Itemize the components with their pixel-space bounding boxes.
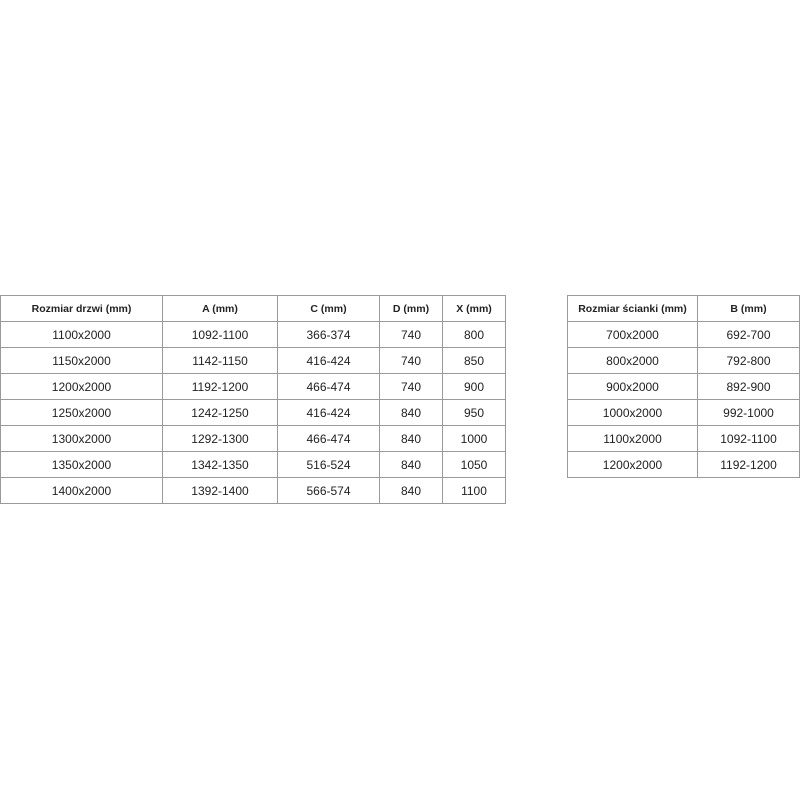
table-cell: 700x2000: [567, 321, 698, 348]
table-row: 1300x2000 1292-1300 466-474 840 1000: [0, 425, 506, 452]
column-header: C (mm): [277, 295, 380, 322]
table-cell: 892-900: [697, 373, 800, 400]
table-cell: 466-474: [277, 425, 380, 452]
table-cell: 740: [379, 321, 443, 348]
header-row: Rozmiar ścianki (mm) B (mm): [567, 295, 800, 322]
table-row: 1000x2000 992-1000: [567, 399, 800, 426]
table-cell: 840: [379, 451, 443, 478]
table-row: 1200x2000 1192-1200 466-474 740 900: [0, 373, 506, 400]
table-cell: 566-574: [277, 477, 380, 504]
table-cell: 840: [379, 399, 443, 426]
table-cell: 950: [442, 399, 506, 426]
table-cell: 1192-1200: [697, 451, 800, 478]
column-header: X (mm): [442, 295, 506, 322]
table-cell: 800: [442, 321, 506, 348]
column-header: A (mm): [162, 295, 278, 322]
header-row: Rozmiar drzwi (mm) A (mm) C (mm) D (mm) X (m…: [0, 295, 506, 322]
table-cell: 792-800: [697, 347, 800, 374]
column-header: Rozmiar drzwi (mm): [0, 295, 163, 322]
table-cell: 1000: [442, 425, 506, 452]
table-cell: 1350x2000: [0, 451, 163, 478]
table-cell: 1150x2000: [0, 347, 163, 374]
table-row: 1100x2000 1092-1100 366-374 740 800: [0, 321, 506, 348]
table-cell: 1100x2000: [0, 321, 163, 348]
table-cell: 1142-1150: [162, 347, 278, 374]
column-header: B (mm): [697, 295, 800, 322]
table-cell: 516-524: [277, 451, 380, 478]
table-cell: 1200x2000: [567, 451, 698, 478]
table-row: 1200x2000 1192-1200: [567, 451, 800, 478]
table-cell: 1292-1300: [162, 425, 278, 452]
table-cell: 1000x2000: [567, 399, 698, 426]
table-cell: 1392-1400: [162, 477, 278, 504]
table-cell: 840: [379, 425, 443, 452]
table-cell: 466-474: [277, 373, 380, 400]
table-row: 1400x2000 1392-1400 566-574 840 1100: [0, 477, 506, 504]
table-cell: 1200x2000: [0, 373, 163, 400]
table-cell: 1192-1200: [162, 373, 278, 400]
table-cell: 740: [379, 373, 443, 400]
table-cell: 900x2000: [567, 373, 698, 400]
table-cell: 1100: [442, 477, 506, 504]
table-row: 1100x2000 1092-1100: [567, 425, 800, 452]
table-cell: 1092-1100: [162, 321, 278, 348]
door-size-table: Rozmiar drzwi (mm) A (mm) C (mm) D (mm) X (m…: [0, 295, 506, 504]
table-row: 900x2000 892-900: [567, 373, 800, 400]
table-row: 700x2000 692-700: [567, 321, 800, 348]
table-cell: 740: [379, 347, 443, 374]
table-cell: 1050: [442, 451, 506, 478]
table-row: 1150x2000 1142-1150 416-424 740 850: [0, 347, 506, 374]
table-cell: 1092-1100: [697, 425, 800, 452]
table-cell: 416-424: [277, 399, 380, 426]
table-row: 800x2000 792-800: [567, 347, 800, 374]
table-row: 1250x2000 1242-1250 416-424 840 950: [0, 399, 506, 426]
table-cell: 1100x2000: [567, 425, 698, 452]
table-cell: 1242-1250: [162, 399, 278, 426]
table-cell: 366-374: [277, 321, 380, 348]
table-cell: 1250x2000: [0, 399, 163, 426]
table-cell: 800x2000: [567, 347, 698, 374]
table-cell: 850: [442, 347, 506, 374]
table-row: 1350x2000 1342-1350 516-524 840 1050: [0, 451, 506, 478]
table-cell: 900: [442, 373, 506, 400]
wall-size-table: Rozmiar ścianki (mm) B (mm) 700x2000 692-7…: [567, 295, 800, 478]
table-cell: 1300x2000: [0, 425, 163, 452]
table-cell: 416-424: [277, 347, 380, 374]
table-cell: 692-700: [697, 321, 800, 348]
table-cell: 1342-1350: [162, 451, 278, 478]
column-header: Rozmiar ścianki (mm): [567, 295, 698, 322]
table-cell: 840: [379, 477, 443, 504]
table-cell: 1400x2000: [0, 477, 163, 504]
table-cell: 992-1000: [697, 399, 800, 426]
column-header: D (mm): [379, 295, 443, 322]
